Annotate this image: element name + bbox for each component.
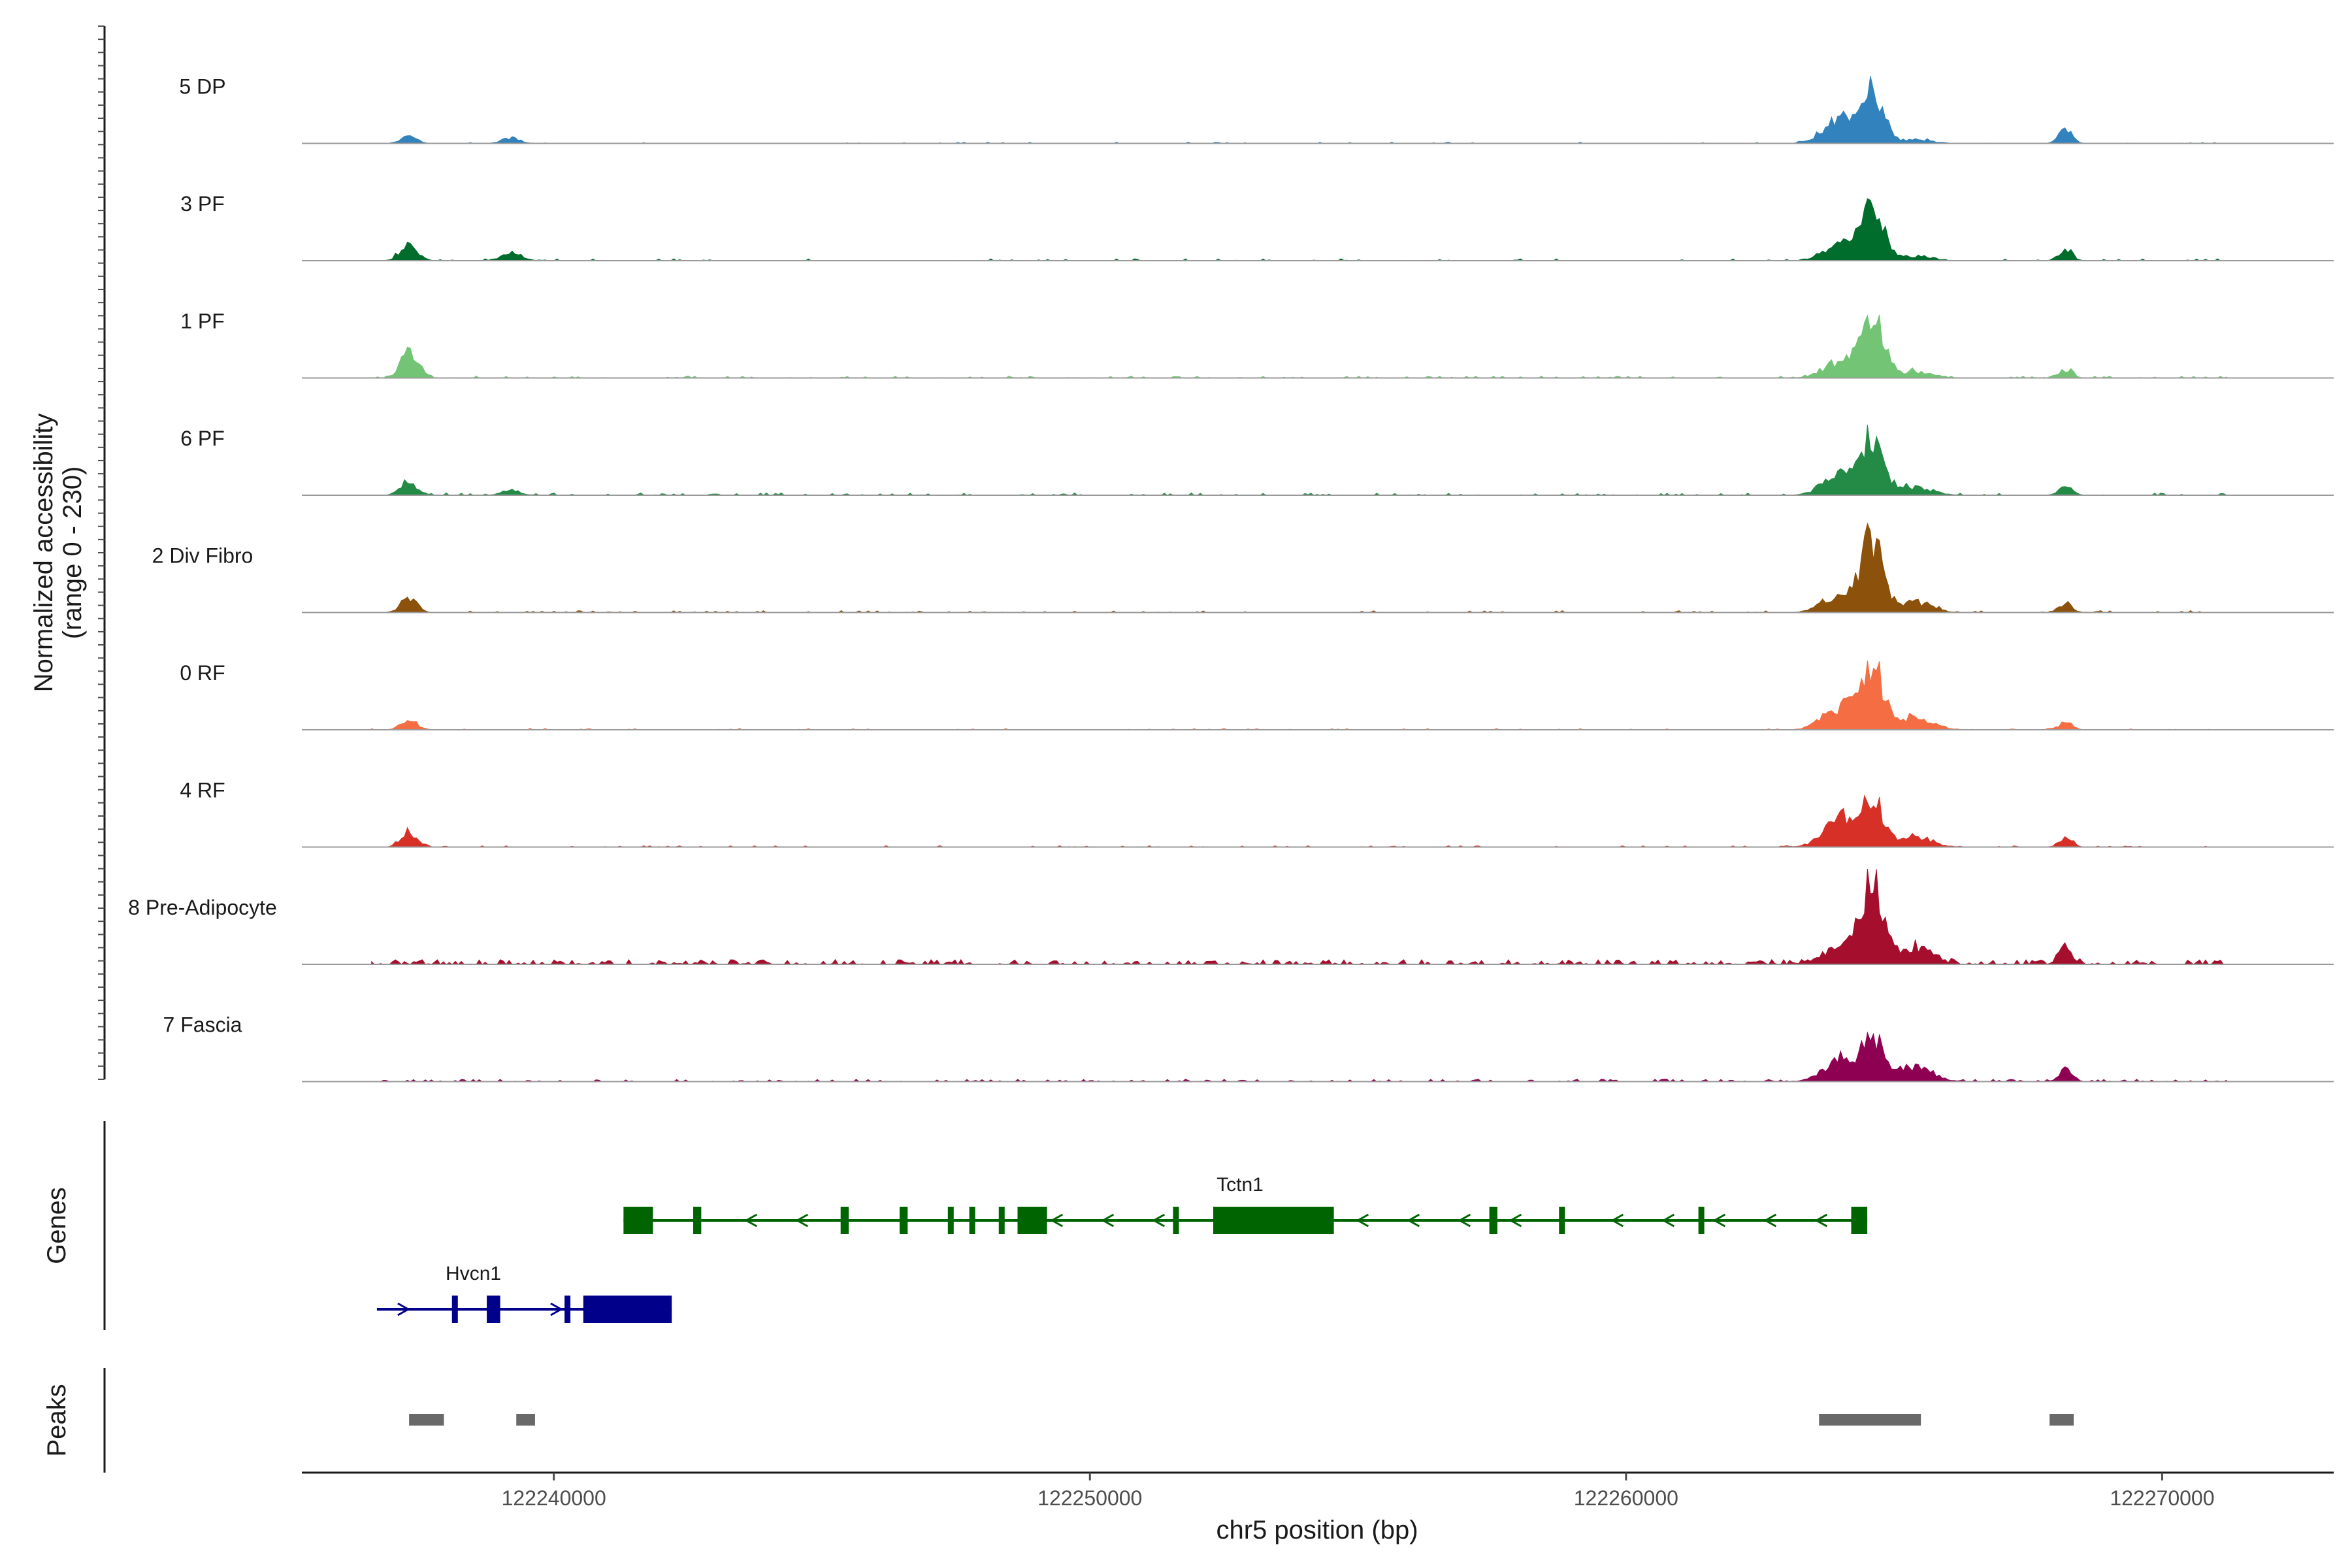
track-7-fascia: 7 Fascia	[163, 1013, 2334, 1083]
coverage-area	[371, 660, 2227, 730]
track-label: 1 PF	[180, 310, 225, 333]
strand-arrow	[1712, 1213, 1726, 1228]
strand-arrow	[795, 1213, 809, 1228]
track-label: 2 Div Fibro	[152, 544, 253, 568]
track-8-pre-adipocyte: 8 Pre-Adipocyte	[128, 868, 2334, 965]
peak-region	[409, 1414, 444, 1426]
gene-exon	[564, 1296, 571, 1323]
strand-arrow	[1050, 1213, 1064, 1228]
peak-region	[1819, 1414, 1921, 1426]
gene-label: Hvcn1	[446, 1263, 501, 1284]
track-0-rf: 0 RF	[180, 660, 2334, 730]
track-5-dp: 5 DP	[179, 75, 2334, 144]
peaks-panel-label: Peaks	[42, 1384, 71, 1456]
strand-arrow	[1458, 1213, 1471, 1228]
track-label: 3 PF	[180, 192, 225, 216]
track-2-div-fibro: 2 Div Fibro	[152, 522, 2334, 613]
x-axis-title: chr5 position (bp)	[1216, 1516, 1418, 1544]
gene-exon	[1213, 1207, 1334, 1234]
track-6-pf: 6 PF	[180, 425, 2334, 496]
coverage-area	[371, 425, 2227, 496]
gene-exon	[583, 1296, 672, 1323]
gene-exon	[623, 1207, 653, 1234]
x-tick-label: 122250000	[1037, 1486, 1142, 1510]
coverage-area	[371, 868, 2227, 965]
coverage-area	[371, 522, 2227, 613]
gene-exon	[693, 1207, 702, 1234]
gene-exon	[969, 1207, 975, 1234]
gene-exon	[998, 1207, 1005, 1234]
coverage-area	[371, 198, 2227, 261]
axes: Normalized accessibility(range 0 - 230) G…	[29, 25, 2334, 1544]
gene-exon	[1173, 1207, 1179, 1234]
gene-exon	[1851, 1207, 1868, 1234]
x-tick-label: 122240000	[502, 1486, 606, 1510]
strand-arrow	[397, 1302, 410, 1316]
x-tick-label: 122260000	[1574, 1486, 1678, 1510]
genes-panel-label: Genes	[42, 1187, 71, 1264]
gene-exon	[1017, 1207, 1047, 1234]
strand-arrow	[1509, 1213, 1522, 1228]
strand-arrow	[1814, 1213, 1828, 1228]
strand-arrow	[1661, 1213, 1675, 1228]
y-axis-title-line1: Normalized accessibility	[29, 414, 58, 693]
track-label: 8 Pre-Adipocyte	[128, 896, 277, 919]
y-axis-title-line2: (range 0 - 230)	[58, 466, 87, 640]
strand-arrow	[1610, 1213, 1624, 1228]
track-label: 6 PF	[180, 427, 225, 450]
gene-hvcn1: Hvcn1	[376, 1263, 672, 1323]
peaks-panel	[409, 1414, 2074, 1426]
track-4-rf: 4 RF	[180, 779, 2334, 848]
coverage-area	[371, 76, 2227, 144]
gene-exon	[899, 1207, 908, 1234]
gene-exon	[1489, 1207, 1497, 1234]
x-tick-label: 122270000	[2110, 1486, 2214, 1510]
strand-arrow	[744, 1213, 758, 1228]
coverage-area	[371, 794, 2227, 848]
gene-exon	[1559, 1207, 1565, 1234]
strand-arrow	[1407, 1213, 1420, 1228]
strand-arrow	[1101, 1213, 1115, 1228]
genes-panel: Tctn1 Hvcn1	[376, 1174, 1868, 1323]
gene-exon	[1698, 1207, 1705, 1234]
strand-arrow	[1356, 1213, 1369, 1228]
strand-arrow	[550, 1302, 563, 1316]
coverage-area	[371, 1031, 2227, 1083]
gene-exon	[947, 1207, 954, 1234]
track-1-pf: 1 PF	[180, 310, 2334, 379]
gene-label: Tctn1	[1217, 1174, 1264, 1196]
y-axis-title: Normalized accessibility(range 0 - 230)	[29, 414, 87, 693]
strand-arrow	[1763, 1213, 1777, 1228]
gene-exon	[451, 1296, 458, 1323]
gene-exon	[487, 1296, 500, 1323]
track-label: 4 RF	[180, 779, 225, 802]
strand-arrow	[1152, 1213, 1166, 1228]
peak-region	[516, 1414, 535, 1426]
track-label: 7 Fascia	[163, 1013, 242, 1037]
peak-region	[2050, 1414, 2074, 1426]
gene-tctn1: Tctn1	[623, 1174, 1868, 1234]
gene-exon	[840, 1207, 849, 1234]
track-label: 0 RF	[180, 661, 225, 685]
track-3-pf: 3 PF	[180, 192, 2334, 261]
coverage-area	[371, 314, 2227, 379]
coverage-tracks: 5 DP 3 PF 1 PF 6 PF 2 Div Fibro 0 RF 4 RF 8 Pre…	[128, 75, 2334, 1083]
track-label: 5 DP	[179, 75, 225, 99]
